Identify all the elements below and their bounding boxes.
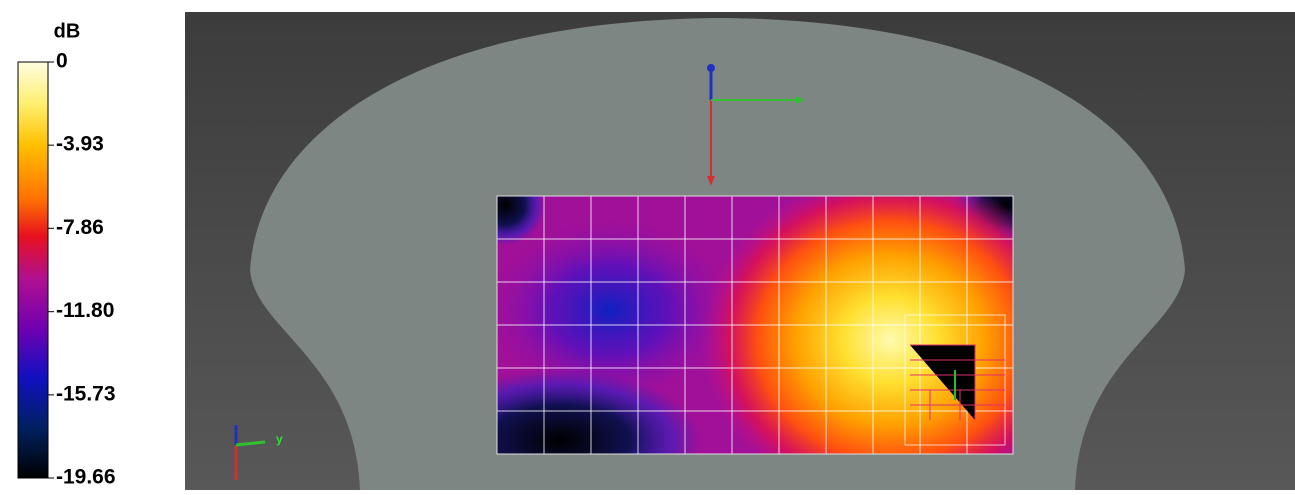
corner-triad [234, 425, 266, 480]
colorbar-tick-label: -11.80 [56, 299, 114, 322]
axis-triad [707, 64, 805, 186]
map-frame [496, 195, 1014, 455]
colorbar-tick-label: -7.86 [56, 216, 104, 239]
colorbar [17, 61, 49, 479]
triad-axis-label: y [276, 432, 283, 446]
sar-map [497, 196, 1013, 454]
colorbar-tick-label: -15.73 [56, 382, 116, 405]
colorbar-title: dB [54, 20, 81, 42]
colorbar-tick-label: -19.66 [56, 466, 116, 489]
colorbar-tick-label: 0 [56, 50, 68, 73]
colorbar-tick-label: -3.93 [56, 133, 104, 156]
